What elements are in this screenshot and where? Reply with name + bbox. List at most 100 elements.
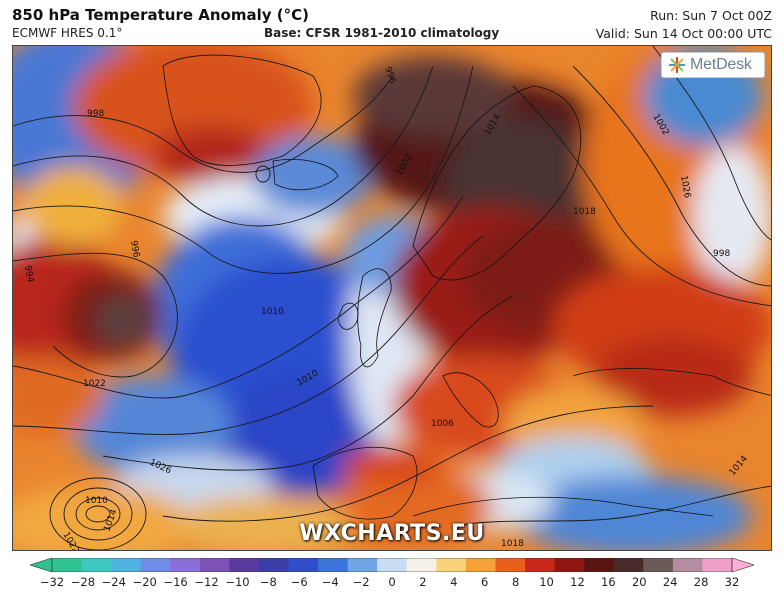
isobar-label: 1026	[678, 175, 692, 200]
colorbar-bin	[377, 558, 408, 572]
colorbar-tick-label: −24	[101, 575, 126, 589]
colorbar-bin	[288, 558, 319, 572]
isobar-labels: 998 996 1002 1010 1022 1026 1010 1014 10…	[22, 66, 750, 550]
isobar-ring	[75, 497, 121, 531]
isobar-label: 1022	[83, 379, 106, 389]
map-canvas: 998 996 1002 1010 1022 1026 1010 1014 10…	[13, 46, 771, 550]
italy-coast	[442, 372, 499, 428]
climatology-base: Base: CFSR 1981-2010 climatology	[264, 26, 500, 40]
anomaly-field	[13, 46, 771, 550]
iceland-coast	[272, 159, 339, 191]
colorbar-bin	[495, 558, 526, 572]
colorbar-tick-label: −10	[225, 575, 250, 589]
isobar-line	[572, 65, 771, 287]
isobar-label: 1006	[431, 419, 454, 429]
colorbar-ticks: −32 −28 −24 −20 −16 −12 −10 −8 −6 −4 −2 0 2 4 6 8 10 12 16…	[40, 575, 739, 591]
colorbar-bin	[436, 558, 467, 572]
isobar-label: 996	[128, 240, 141, 259]
isobar-line	[13, 65, 434, 227]
colorbar-bin	[81, 558, 112, 572]
colorbar-tick-label: −12	[194, 575, 219, 589]
isobar-ring	[255, 165, 271, 183]
colorbar-tick-label: 10	[539, 575, 554, 589]
colorbar-tick-label: 32	[724, 575, 740, 589]
colorbar-left-arrow	[30, 558, 53, 572]
scandinavia-coast	[412, 85, 582, 281]
colorbar-bin	[584, 558, 615, 572]
colorbar-tick-label: 8	[511, 575, 520, 589]
model-name: ECMWF HRES 0.1°	[12, 26, 123, 40]
colorbar-bin	[613, 558, 644, 572]
ireland-coast	[337, 302, 359, 330]
colorbar-tick-label: −4	[321, 575, 339, 589]
isobars	[13, 46, 771, 550]
isobar-line	[512, 85, 771, 307]
colorbar-bin	[643, 558, 674, 572]
colorbar-strip	[30, 558, 754, 572]
isobar-line	[452, 485, 771, 527]
metdesk-logo-text: MetDesk	[690, 56, 752, 73]
isobar-line	[162, 405, 654, 522]
colorbar-bin	[554, 558, 585, 572]
colorbar-bin	[140, 558, 171, 572]
iberia-coast	[312, 446, 418, 520]
black-sea-coast	[572, 368, 771, 396]
colorbar-tick-label: −28	[70, 575, 96, 589]
valid-time: Valid: Sun 14 Oct 00:00 UTC	[595, 26, 772, 41]
colorbar-bin	[465, 558, 496, 572]
colorbar-bin	[672, 558, 703, 572]
colorbar-bin	[318, 558, 349, 572]
colorbar-tick-label: −32	[39, 575, 65, 589]
colorbar-tick-label: −6	[290, 575, 308, 589]
colorbar-bin	[525, 558, 556, 572]
isobar-label: 1010	[261, 307, 284, 317]
isobar-line	[13, 252, 178, 378]
colorbar-tick-label: 24	[662, 575, 678, 589]
greenland-coast	[162, 54, 322, 166]
run-time: Run: Sun 7 Oct 00Z	[650, 8, 772, 23]
colorbar-bin	[111, 558, 142, 572]
chart-title: 850 hPa Temperature Anomaly (°C)	[12, 6, 309, 24]
north-africa-coast	[412, 496, 714, 517]
metdesk-logo: MetDesk	[661, 52, 765, 78]
colorbar-tick-label: 20	[631, 575, 647, 589]
colorbar-tick-label: −20	[132, 575, 157, 589]
colorbar-bin	[199, 558, 230, 572]
isobar-ring	[63, 487, 133, 541]
colorbar-bin	[229, 558, 260, 572]
colorbar-border	[51, 558, 733, 572]
colorbar-tick-label: 4	[450, 575, 458, 589]
isobar-line	[13, 75, 394, 173]
colorbar-tick-label: 16	[601, 575, 616, 589]
isobar-label: 1018	[573, 207, 596, 217]
colorbar-right-arrow	[731, 558, 754, 572]
isobar-label: 994	[22, 265, 35, 284]
isobar-label: 1018	[501, 539, 524, 549]
colorbar-bin	[702, 558, 733, 572]
isobar-label: 998	[87, 109, 104, 119]
isobar-label: 1010	[85, 496, 108, 506]
colorbar-bin	[406, 558, 437, 572]
isobar-ring	[49, 477, 147, 550]
colorbar	[30, 558, 754, 572]
isobar-line	[102, 295, 514, 471]
colorbar-tick-label: 28	[693, 575, 709, 589]
colorbar-tick-label: 0	[388, 575, 396, 589]
colorbar-bin	[347, 558, 378, 572]
colorbar-tick-label: −16	[163, 575, 188, 589]
colorbar-tick-label: −2	[352, 575, 370, 589]
isobar-label: 998	[713, 249, 730, 259]
isobar-line	[13, 195, 464, 399]
colorbar-bin	[258, 558, 290, 572]
colorbar-bin	[52, 558, 83, 572]
colorbar-tick-label: 6	[481, 575, 489, 589]
colorbar-tick-label: 2	[419, 575, 427, 589]
colorbar-tick-label: 12	[570, 575, 585, 589]
colorbar-tick-label: −8	[259, 575, 277, 589]
anomaly-map: 998 996 1002 1010 1022 1026 1010 1014 10…	[12, 45, 772, 551]
isobar-ring	[85, 505, 111, 523]
colorbar-bin	[170, 558, 201, 572]
metdesk-star-icon	[668, 56, 686, 74]
watermark: WXCHARTS.EU	[299, 521, 485, 546]
coastlines	[162, 54, 771, 520]
